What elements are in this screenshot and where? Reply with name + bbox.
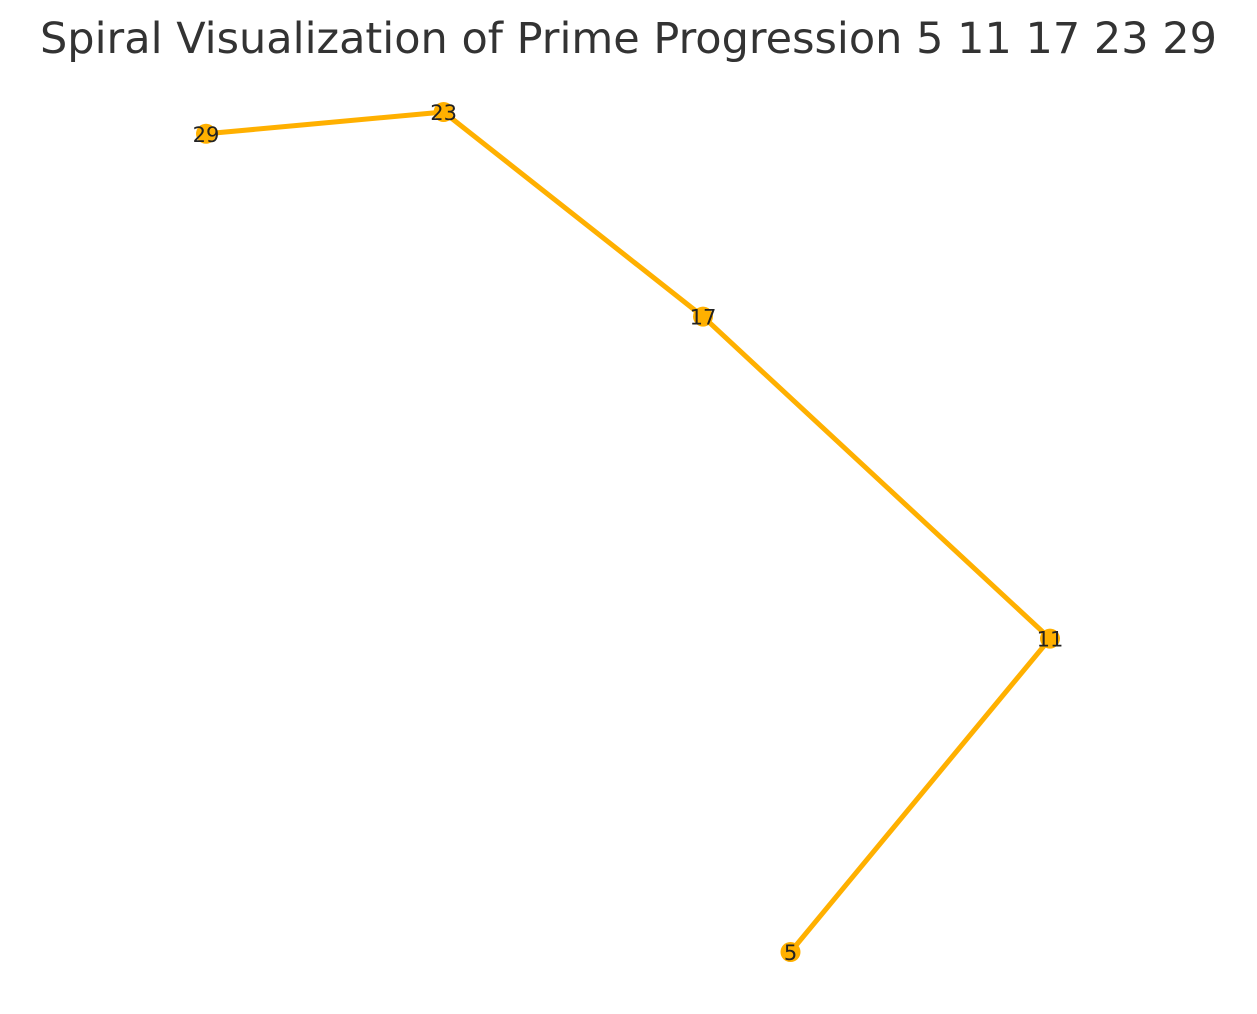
- point-label: 23: [430, 101, 457, 125]
- data-point: [196, 123, 216, 144]
- point-label: 17: [690, 306, 717, 330]
- point-label: 5: [784, 941, 797, 965]
- data-point: [1040, 628, 1060, 649]
- plot-area: 5 11 17 23 29: [193, 101, 1064, 965]
- data-point: [693, 306, 713, 327]
- chart-title: Spiral Visualization of Prime Progressio…: [40, 14, 1217, 64]
- point-label: 29: [193, 123, 220, 147]
- data-point: [780, 942, 801, 962]
- data-point: [433, 102, 454, 122]
- series-line: [203, 109, 1053, 955]
- point-label: 11: [1037, 628, 1064, 652]
